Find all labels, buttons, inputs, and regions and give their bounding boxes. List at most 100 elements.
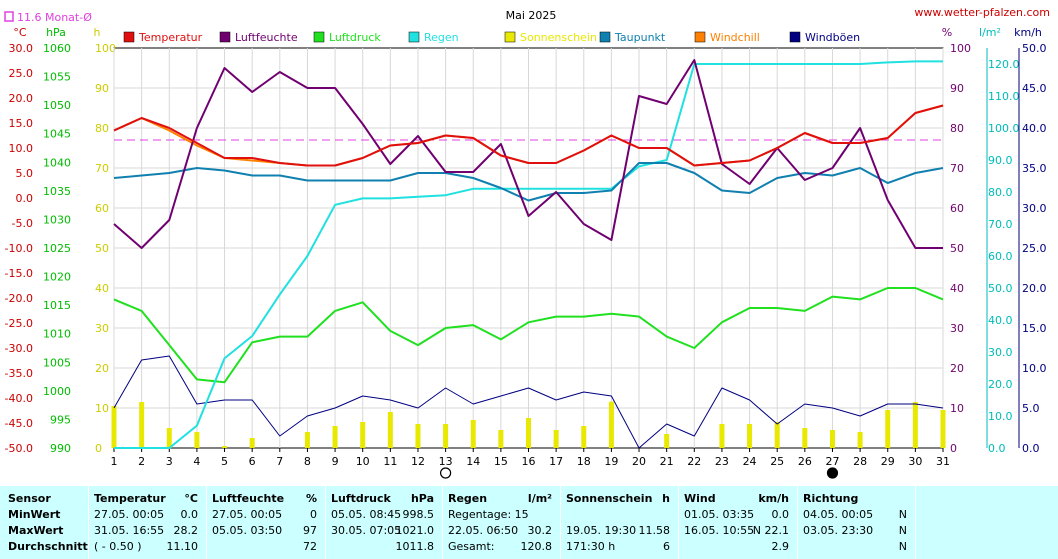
stat-sun-value: 6 — [663, 540, 670, 553]
series-line-luftfeuchte — [113, 59, 943, 249]
sunshine-bar-day-17 — [553, 430, 559, 448]
axis-tick-label-rain: 10.0 — [988, 410, 1013, 423]
stat-temp-value: 11.10 — [166, 540, 199, 553]
axis-tick-label-temp: -50.0 — [5, 442, 33, 455]
stat-sun-value: 11.58 — [638, 524, 671, 537]
monthly-avg-label: 11.6 Monat-Ø — [17, 11, 92, 24]
series-line-luftdruck — [113, 287, 944, 384]
axis-tick-label-wind: 20.0 — [1022, 282, 1047, 295]
header-unit-wind: km/h — [758, 492, 789, 505]
sunshine-bars — [111, 401, 946, 448]
axis-tick-label-humidity: 0 — [950, 442, 957, 455]
axis-tick-label-rain: 80.0 — [988, 186, 1013, 199]
series-line-regen — [114, 60, 943, 449]
axis-tick-label-pressure: 990 — [50, 442, 71, 455]
x-tick-label: 2 — [138, 455, 145, 468]
axis-tick-label-temp: -25.0 — [5, 317, 33, 330]
axis-tick-label-pressure: 1030 — [43, 213, 71, 226]
stat-dir-when: 04.05. 00:05 — [803, 508, 874, 521]
source-url[interactable]: www.wetter-pfalzen.com — [914, 6, 1050, 19]
stat-rain-when: 22.05. 06:50 — [448, 524, 519, 537]
axis-tick-label-wind: 5.0 — [1022, 402, 1040, 415]
axis-tick-label-wind: 15.0 — [1022, 322, 1047, 335]
sunshine-bar-day-14 — [470, 420, 476, 448]
axis-tick-label-temp: 5.0 — [16, 167, 34, 180]
axis-tick-label-humidity: 20 — [950, 362, 964, 375]
legend: Temperatur Luftfeuchte Luftdruck Regen Sonne… — [123, 31, 860, 44]
axis-tick-label-rain: 30.0 — [988, 346, 1013, 359]
x-tick-label: 12 — [411, 455, 425, 468]
axis-tick-label-rain: 20.0 — [988, 378, 1013, 391]
axis-tick-label-rain: 90.0 — [988, 154, 1013, 167]
axis-tick-label-pressure: 1005 — [43, 356, 71, 369]
monthly-avg-icon — [4, 11, 14, 22]
axis-tick-label-rain: 100.0 — [988, 122, 1020, 135]
stat-temp-when: 27.05. 00:05 — [94, 508, 165, 521]
moon-full-icon — [440, 467, 452, 479]
axis-tick-label-temp: -40.0 — [5, 392, 33, 405]
statistics-table: Sensor Temperatur °C Luftfeuchte% Luftdruck h… — [0, 486, 1058, 559]
x-tick-label: 27 — [825, 455, 839, 468]
x-tick-label: 20 — [632, 455, 646, 468]
stat-hum-when: 27.05. 00:05 — [212, 508, 283, 521]
legend-label-sonnenschein: Sonnenschein — [520, 31, 597, 44]
chart-title: Mai 2025 — [506, 9, 557, 22]
legend-label-regen: Regen — [424, 31, 459, 44]
series-line-temperatur — [113, 104, 944, 167]
sunshine-bar-day-26 — [802, 428, 808, 448]
axis-tick-label-sun: 10 — [95, 402, 109, 415]
axis-tick-label-pressure: 1040 — [43, 156, 71, 169]
x-tick-label: 31 — [936, 455, 950, 468]
sunshine-bar-day-18 — [581, 426, 587, 448]
sunshine-bar-day-16 — [526, 418, 531, 448]
axis-tick-label-temp: -10.0 — [5, 242, 33, 255]
stat-wind-value: 0.0 — [771, 508, 790, 521]
moon-new-icon — [826, 467, 839, 479]
sunshine-bar-day-24 — [747, 424, 753, 448]
sunshine-bar-day-30 — [912, 402, 918, 448]
series-lines — [113, 59, 944, 449]
x-tick-label: 29 — [881, 455, 895, 468]
sunshine-bar-day-9 — [332, 426, 338, 448]
axis-tick-label-sun: 30 — [95, 322, 109, 335]
axis-unit-temp: °C — [13, 26, 27, 39]
sunshine-bar-day-4 — [194, 432, 200, 448]
x-tick-label: 5 — [221, 455, 228, 468]
stat-wind-value: N 22.1 — [752, 524, 789, 537]
legend-swatch-luftdruck — [313, 31, 325, 43]
axis-tick-label-pressure: 1025 — [43, 242, 71, 255]
x-tick-label: 19 — [604, 455, 618, 468]
axis-tick-label-temp: -35.0 — [5, 367, 33, 380]
legend-label-windchill: Windchill — [710, 31, 760, 44]
axis-tick-label-sun: 90 — [95, 82, 109, 95]
stat-sun-when: 171:30 h — [566, 540, 616, 553]
axis-tick-label-temp: 30.0 — [9, 42, 34, 55]
header-temp: Temperatur — [94, 492, 166, 505]
stat-temp-value: 28.2 — [173, 524, 199, 537]
x-tick-label: 8 — [304, 455, 311, 468]
sunshine-bar-day-21 — [664, 434, 670, 448]
sunshine-bar-day-5 — [222, 446, 228, 448]
axis-tick-label-wind: 10.0 — [1022, 362, 1047, 375]
stat-wind-when: 01.05. 03:35 — [684, 508, 755, 521]
table-column-divider — [88, 486, 89, 559]
legend-swatch-taupunkt — [599, 31, 611, 43]
axis-tick-label-wind: 0.0 — [1022, 442, 1040, 455]
axis-tick-label-rain: 60.0 — [988, 250, 1013, 263]
axis-tick-label-humidity: 60 — [950, 202, 964, 215]
stat-press-value: 1011.8 — [395, 540, 435, 553]
axis-unit-rain: l/m² — [979, 26, 1001, 39]
legend-swatch-sonnenschein — [504, 31, 516, 43]
sunshine-bar-day-3 — [166, 428, 172, 448]
axis-tick-label-temp: -30.0 — [5, 342, 33, 355]
x-tick-label: 11 — [383, 455, 397, 468]
axis-tick-label-temp: 20.0 — [9, 92, 34, 105]
sunshine-bar-day-2 — [139, 402, 145, 448]
header-unit-press: hPa — [410, 492, 434, 505]
sunshine-bar-day-11 — [387, 412, 393, 448]
axis-tick-label-sun: 20 — [95, 362, 109, 375]
x-tick-label: 15 — [494, 455, 508, 468]
axis-tick-label-humidity: 10 — [950, 402, 964, 415]
header-sun: Sonnenschein — [566, 492, 653, 505]
x-tick-label: 18 — [577, 455, 591, 468]
